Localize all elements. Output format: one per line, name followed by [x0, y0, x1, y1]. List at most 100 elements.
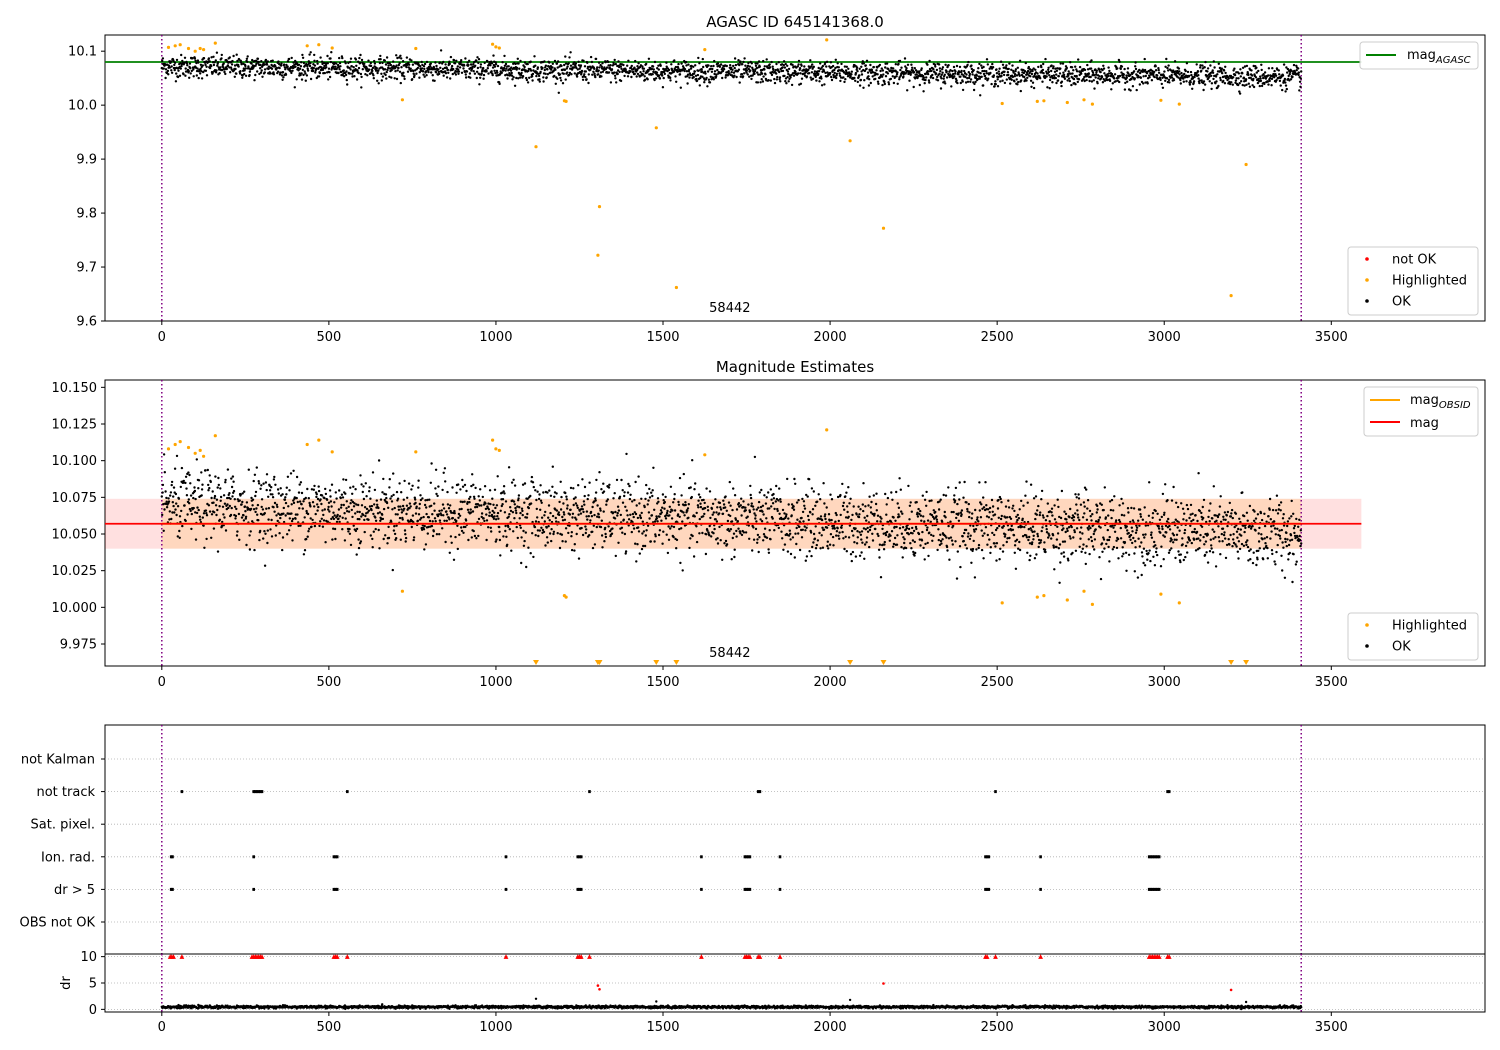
p1-ok-point	[376, 71, 379, 75]
p2-ok-point	[461, 485, 465, 488]
p2-ok-point	[809, 511, 812, 514]
p1-ok-point	[1182, 80, 1186, 83]
p2-ok-point	[371, 537, 374, 541]
p1-ok-point	[961, 88, 965, 92]
p1-ok-point	[1251, 74, 1254, 77]
p1-ok-point	[838, 74, 842, 77]
p1-ok-point	[1222, 79, 1225, 83]
p2-ok-point	[543, 520, 546, 523]
p2-ok-point	[763, 494, 766, 497]
p2-ok-point	[483, 485, 487, 488]
p1-ok-point	[1234, 79, 1238, 82]
p1-ok-point	[260, 69, 263, 72]
p2-ok-point	[586, 518, 589, 521]
p2-ok-point	[538, 529, 541, 532]
p1-ok-point	[845, 65, 848, 69]
p1-ok-point	[669, 76, 672, 80]
p2-ok-point	[716, 542, 720, 545]
p2-ok-point	[628, 497, 632, 501]
p2-ok-point	[254, 494, 257, 498]
p1-ok-point	[197, 61, 200, 64]
p2-ok-point	[437, 485, 440, 488]
p1-ok-point	[465, 70, 469, 73]
p1-ok-point	[1050, 69, 1053, 73]
p2-ok-point	[840, 526, 843, 529]
p2-ok-point	[315, 493, 318, 496]
p2-ok-point	[207, 483, 210, 487]
p2-ok-point	[570, 548, 574, 552]
p1-ok-point	[1187, 74, 1191, 78]
p1-ok-point	[879, 69, 882, 73]
p2-ok-point	[359, 540, 363, 543]
p1-ok-point	[1157, 68, 1160, 72]
p2-ok-point	[274, 483, 277, 486]
p1-ok-point	[543, 60, 546, 63]
p2-ok-point	[523, 482, 527, 485]
p1-ok-point	[264, 58, 268, 62]
p1-ok-point	[533, 55, 536, 58]
p1-ok-point	[902, 75, 905, 78]
p1-ok-point	[597, 73, 600, 76]
p1-ok-point	[1297, 67, 1300, 70]
p1-ok-point	[770, 60, 773, 64]
p2-ok-point	[299, 481, 303, 484]
p2-ok-point	[331, 538, 334, 541]
p1-ok-point	[244, 74, 248, 78]
p2-ok-point	[492, 517, 496, 520]
p1-ok-point	[364, 73, 367, 76]
p1-ok-point	[266, 60, 269, 63]
p1-ok-point	[388, 62, 391, 65]
p2-ok-point	[728, 480, 731, 484]
p2-ok-point	[222, 494, 226, 497]
p2-ok-point	[637, 530, 641, 533]
p1-ok-point	[529, 60, 532, 63]
p2-ok-point	[778, 512, 781, 515]
p1-highlighted-point	[202, 48, 206, 52]
p1-ok-point	[930, 69, 933, 73]
p1-ok-point	[781, 69, 785, 73]
p1-ok-point	[1210, 82, 1214, 85]
p2-ok-point	[165, 506, 169, 509]
p1-ok-point	[1299, 77, 1303, 80]
p2-ok-point	[281, 493, 284, 496]
p2-ok-point	[737, 527, 740, 530]
p2-ok-point	[374, 527, 377, 531]
p2-ok-point	[665, 511, 669, 515]
p1-ok-point	[1168, 81, 1171, 84]
p2-ok-point	[226, 503, 229, 506]
p2-ok-point	[718, 525, 721, 529]
p1-ok-point	[194, 59, 197, 62]
p1-ok-point	[442, 60, 445, 64]
p1-ok-point	[954, 70, 957, 73]
p1-ok-point	[1089, 67, 1093, 70]
p2-ok-point	[641, 520, 644, 523]
p2-ok-point	[732, 532, 736, 535]
p1-ok-point	[438, 72, 441, 76]
p1-ok-point	[1264, 77, 1268, 80]
p2-ok-point	[635, 560, 638, 563]
p1-ok-point	[555, 62, 559, 65]
p2-ok-point	[793, 556, 796, 559]
p2-ok-point	[226, 468, 230, 471]
p1-ok-point	[401, 60, 405, 63]
p2-ok-point	[871, 532, 874, 535]
p1-ok-point	[969, 80, 972, 84]
p2-ok-point	[638, 514, 642, 517]
p1-ok-point	[803, 65, 806, 68]
p1-ok-point	[393, 77, 396, 80]
p2-ok-point	[231, 495, 234, 498]
p1-ok-point	[327, 67, 331, 70]
p2-ok-point	[763, 527, 767, 530]
p2-ok-point	[180, 509, 183, 513]
p2-ok-point	[210, 536, 213, 539]
p1-ok-point	[241, 76, 244, 80]
p2-ok-point	[547, 504, 551, 507]
p2-ok-point	[722, 499, 725, 502]
p1-ok-point	[1192, 80, 1196, 83]
p1-ok-point	[1023, 79, 1026, 83]
p2-ok-point	[494, 518, 498, 521]
p1-ok-point	[697, 56, 700, 60]
p2-ok-point	[654, 535, 657, 538]
p2-ok-point	[807, 518, 810, 522]
p2-ok-point	[716, 537, 719, 540]
